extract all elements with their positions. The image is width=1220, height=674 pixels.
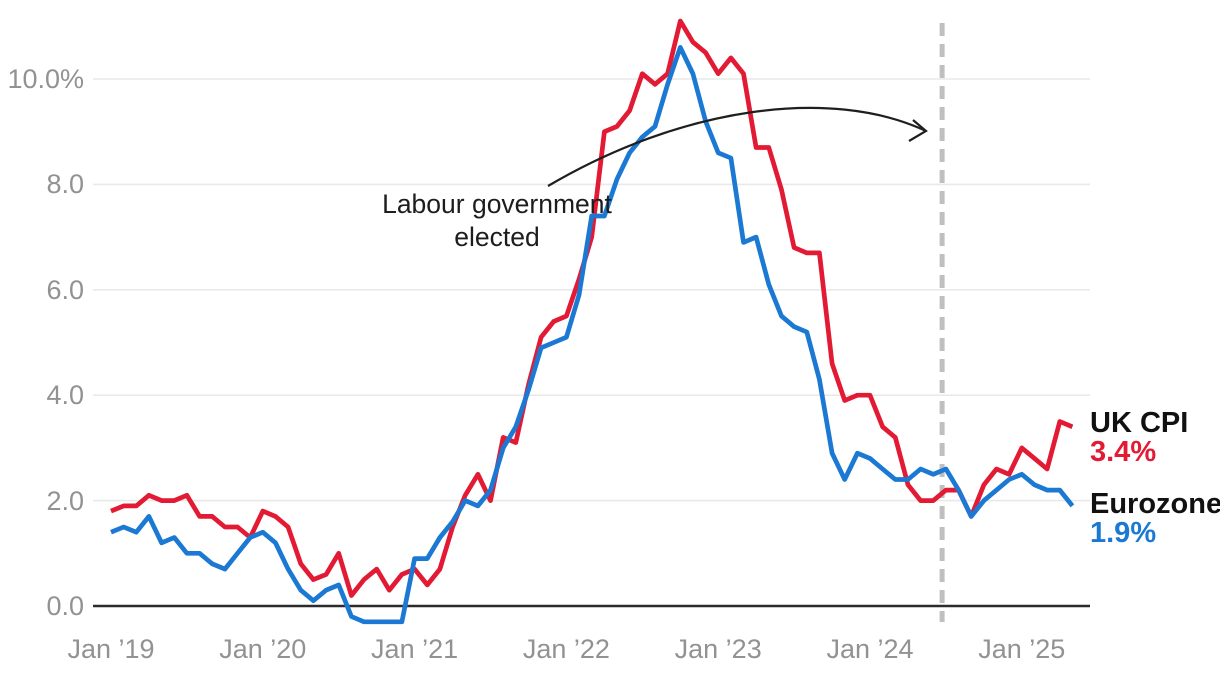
legend-uk-cpi-label: UK CPI bbox=[1090, 407, 1189, 439]
arrowhead-icon bbox=[908, 119, 928, 142]
annotation-line1: Labour government bbox=[382, 189, 612, 219]
y-tick-label: 0.0 bbox=[46, 591, 84, 621]
y-tick-label: 2.0 bbox=[46, 485, 84, 516]
annotation-text: Labour government elected bbox=[326, 188, 668, 254]
annotation-line2: elected bbox=[454, 222, 540, 252]
x-tick-label: Jan ’19 bbox=[67, 634, 155, 664]
x-tick-label: Jan ’21 bbox=[371, 634, 459, 664]
legend-eurozone-value: 1.9% bbox=[1090, 517, 1157, 549]
legend-uk-cpi-value: 3.4% bbox=[1090, 436, 1157, 468]
uk-cpi-line bbox=[110, 18, 1074, 598]
y-tick-label: 4.0 bbox=[46, 380, 84, 411]
eurozone-line bbox=[110, 45, 1075, 625]
y-tick-label: 8.0 bbox=[46, 169, 84, 200]
x-tick-label: Jan ’25 bbox=[978, 634, 1066, 664]
legend-eurozone-label: Eurozone bbox=[1090, 488, 1220, 520]
y-tick-label: 6.0 bbox=[46, 274, 84, 305]
x-tick-label: Jan ’22 bbox=[522, 634, 610, 664]
x-tick-label: Jan ’20 bbox=[219, 634, 307, 664]
annotation-arrow bbox=[547, 106, 927, 187]
x-tick-label: Jan ’24 bbox=[826, 634, 914, 664]
y-tick-label: 10.0% bbox=[7, 64, 84, 94]
x-tick-label: Jan ’23 bbox=[674, 634, 762, 664]
